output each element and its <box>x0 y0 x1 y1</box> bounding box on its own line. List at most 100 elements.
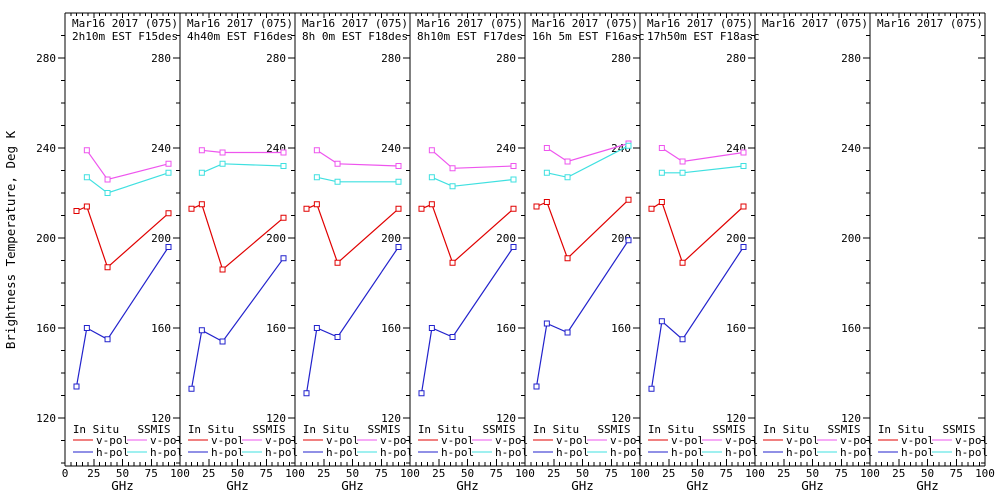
series-ssmis-v-marker <box>313 147 320 154</box>
legend-label-h-pol: h-pol <box>211 446 244 459</box>
legend-header-insitu: In Situ <box>73 423 119 436</box>
series-insitu-v-marker <box>188 205 195 212</box>
series-ssmis-h-marker <box>543 169 550 176</box>
x-tick-label: 75 <box>835 467 848 480</box>
legend-label-v-pol: v-pol <box>211 434 244 447</box>
series-ssmis-h-marker <box>219 160 226 167</box>
legend-label-v-pol: v-pol <box>380 434 413 447</box>
y-tick-label: 280 <box>381 52 401 65</box>
series-ssmis-h-marker <box>313 174 320 181</box>
legend-label-v-pol: v-pol <box>671 434 704 447</box>
series-ssmis-v-marker <box>165 160 172 167</box>
series-ssmis-h-marker <box>510 176 517 183</box>
series-insitu-h-marker <box>543 320 550 327</box>
series-ssmis-h-marker <box>334 178 341 185</box>
legend-label-v-pol: v-pol <box>610 434 643 447</box>
series-insitu-v-marker <box>679 259 686 266</box>
series-insitu-v-line <box>191 203 284 271</box>
legend-header-insitu: In Situ <box>188 423 234 436</box>
series-ssmis-h-marker <box>449 183 456 190</box>
panel-title-time-sat: 8h10m EST F17des <box>417 30 523 43</box>
legend-label-h-pol: h-pol <box>326 446 359 459</box>
x-tick-label: 100 <box>745 467 765 480</box>
panel-title-date: Mar16 2017 (075) <box>647 17 753 30</box>
series-insitu-h-marker <box>449 334 456 340</box>
series-ssmis-h-marker <box>395 178 402 185</box>
panel-3 <box>303 147 402 453</box>
legend-label-v-pol: v-pol <box>495 434 528 447</box>
y-tick-label: 120 <box>151 412 171 425</box>
panel-title-date: Mar16 2017 (075) <box>762 17 868 30</box>
x-tick-label: 100 <box>975 467 995 480</box>
legend-label-h-pol: h-pol <box>840 446 873 459</box>
x-tick-label: 100 <box>170 467 190 480</box>
series-ssmis-v-marker <box>198 147 205 154</box>
legend-label-v-pol: v-pol <box>840 434 873 447</box>
series-insitu-v-marker <box>303 205 310 212</box>
series-insitu-v-marker <box>740 203 747 210</box>
series-ssmis-h-marker <box>625 142 632 149</box>
panel-title-time-sat: 16h 5m EST F16asc <box>532 30 645 43</box>
series-insitu-v-line <box>536 199 629 260</box>
x-tick-label: 100 <box>400 467 420 480</box>
y-tick-label: 200 <box>266 232 286 245</box>
y-tick-label: 160 <box>841 322 861 335</box>
series-insitu-v-marker <box>165 210 172 217</box>
x-tick-label: 50 <box>461 467 474 480</box>
series-ssmis-h-line <box>86 172 169 194</box>
series-ssmis-h-marker <box>658 169 665 176</box>
series-ssmis-h-marker <box>83 174 90 181</box>
x-tick-label: 100 <box>285 467 305 480</box>
series-insitu-v-marker <box>198 201 205 208</box>
series-ssmis-h-marker <box>740 163 747 169</box>
legend-header-ssmis: SSMIS <box>367 423 400 436</box>
series-insitu-h-marker <box>533 383 540 390</box>
y-tick-label: 160 <box>726 322 746 335</box>
y-tick-label: 280 <box>841 52 861 65</box>
y-tick-label: 200 <box>496 232 516 245</box>
legend-header-ssmis: SSMIS <box>942 423 975 436</box>
panel-title-time-sat: 8h 0m EST F18des <box>302 30 408 43</box>
y-tick-label: 240 <box>496 142 516 155</box>
series-ssmis-v-marker <box>564 158 571 165</box>
x-tick-label: 25 <box>317 467 330 480</box>
series-insitu-h-marker <box>564 329 571 336</box>
x-tick-label: 25 <box>87 467 100 480</box>
x-tick-label: 75 <box>260 467 273 480</box>
series-insitu-v-line <box>306 203 399 264</box>
series-ssmis-v-marker <box>679 158 686 165</box>
series-insitu-h-marker <box>104 336 111 343</box>
series-insitu-h-marker <box>395 244 402 250</box>
series-insitu-h-line <box>190 257 284 389</box>
x-tick-label: 25 <box>892 467 905 480</box>
series-insitu-v-marker <box>543 199 550 205</box>
series-insitu-v-marker <box>533 203 540 210</box>
series-insitu-v-marker <box>648 205 655 212</box>
series-ssmis-v-marker <box>395 163 402 169</box>
legend-header-ssmis: SSMIS <box>827 423 860 436</box>
y-tick-label: 240 <box>36 142 56 155</box>
x-tick-label: 100 <box>515 467 535 480</box>
legend-header-insitu: In Situ <box>533 423 579 436</box>
legend-header-ssmis: SSMIS <box>252 423 285 436</box>
series-insitu-v-line <box>421 203 514 264</box>
y-tick-label: 280 <box>266 52 286 65</box>
series-ssmis-v-marker <box>219 149 226 156</box>
series-insitu-h-line <box>650 246 745 389</box>
x-tick-label: 0 <box>62 467 69 480</box>
x-tick-label: 50 <box>806 467 819 480</box>
y-tick-label: 120 <box>726 412 746 425</box>
series-ssmis-v-marker <box>658 145 665 151</box>
legend-label-h-pol: h-pol <box>725 446 758 459</box>
series-insitu-h-line <box>535 239 630 387</box>
panel-title-time-sat: 2h10m EST F15des <box>72 30 178 43</box>
panel-title-date: Mar16 2017 (075) <box>302 17 408 30</box>
series-ssmis-v-marker <box>449 165 456 172</box>
series-insitu-v-marker <box>428 201 435 208</box>
series-insitu-v-marker <box>395 205 402 212</box>
series-ssmis-h-line <box>201 163 284 174</box>
series-ssmis-v-marker <box>510 163 517 169</box>
x-tick-label: 75 <box>605 467 618 480</box>
